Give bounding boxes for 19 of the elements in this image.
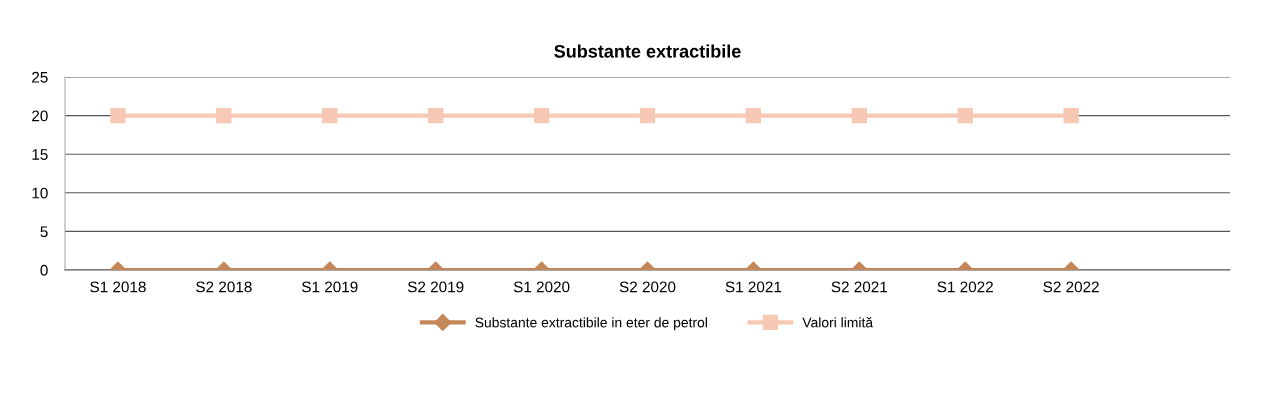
- x-tick-label: S1 2021: [725, 281, 782, 293]
- x-tick-label: S2 2020: [619, 281, 676, 293]
- y-tick-label: 0: [40, 264, 48, 276]
- legend-label: Substante extractibile in eter de petrol: [475, 317, 707, 331]
- y-tick-label: 15: [32, 149, 48, 160]
- x-tick-label: S2 2018: [196, 281, 252, 293]
- y-tick-label: 25: [32, 71, 48, 83]
- x-tick-label: S2 2019: [407, 281, 464, 293]
- x-tick-label: S1 2020: [513, 281, 570, 293]
- y-tick-label: 20: [32, 110, 48, 122]
- x-tick-label: S1 2022: [937, 281, 993, 293]
- x-tick-label: S2 2021: [831, 281, 888, 293]
- y-tick-label: 10: [32, 187, 48, 199]
- x-tick-label: S1 2019: [302, 281, 358, 293]
- x-tick-label: S1 2018: [90, 281, 146, 293]
- y-tick-label: 5: [40, 226, 48, 238]
- chart-title: Substante extractibile: [554, 44, 741, 58]
- legend-label: Valori limită: [802, 317, 874, 328]
- x-tick-label: S2 2022: [1043, 281, 1099, 293]
